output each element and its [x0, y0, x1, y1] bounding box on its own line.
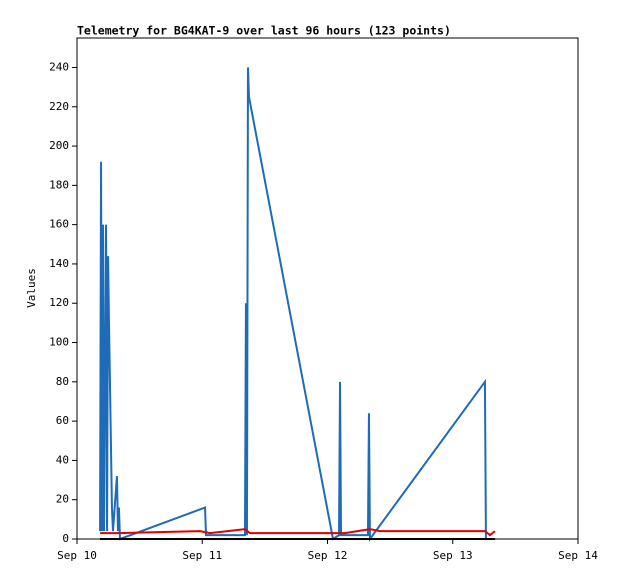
- y-tick-label: 120: [49, 296, 69, 309]
- y-tick-label: 180: [49, 178, 69, 191]
- x-tick-label: Sep 11: [182, 549, 222, 562]
- x-tick-label: Sep 14: [558, 549, 598, 562]
- y-tick-label: 100: [49, 336, 69, 349]
- y-tick-label: 220: [49, 100, 69, 113]
- x-tick-label: Sep 13: [433, 549, 473, 562]
- x-tick-label: Sep 10: [57, 549, 97, 562]
- y-tick-label: 140: [49, 257, 69, 270]
- y-tick-label: 60: [56, 414, 69, 427]
- y-tick-label: 80: [56, 375, 69, 388]
- series-line: [100, 528, 496, 537]
- y-axis-label: Values: [25, 268, 38, 308]
- y-tick-label: 160: [49, 218, 69, 231]
- x-tick-label: Sep 12: [308, 549, 348, 562]
- chart-title: Telemetry for BG4KAT-9 over last 96 hour…: [77, 24, 451, 38]
- y-tick-label: 20: [56, 493, 69, 506]
- y-tick-label: 200: [49, 139, 69, 152]
- y-tick-label: 40: [56, 453, 69, 466]
- y-tick-label: 0: [62, 532, 69, 545]
- y-tick-label: 240: [49, 60, 69, 73]
